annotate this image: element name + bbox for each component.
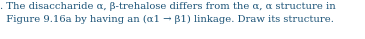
Text: . The disaccharide α, β-trehalose differs from the α, α structure in
  Figure 9.: . The disaccharide α, β-trehalose differ… [0,2,336,24]
